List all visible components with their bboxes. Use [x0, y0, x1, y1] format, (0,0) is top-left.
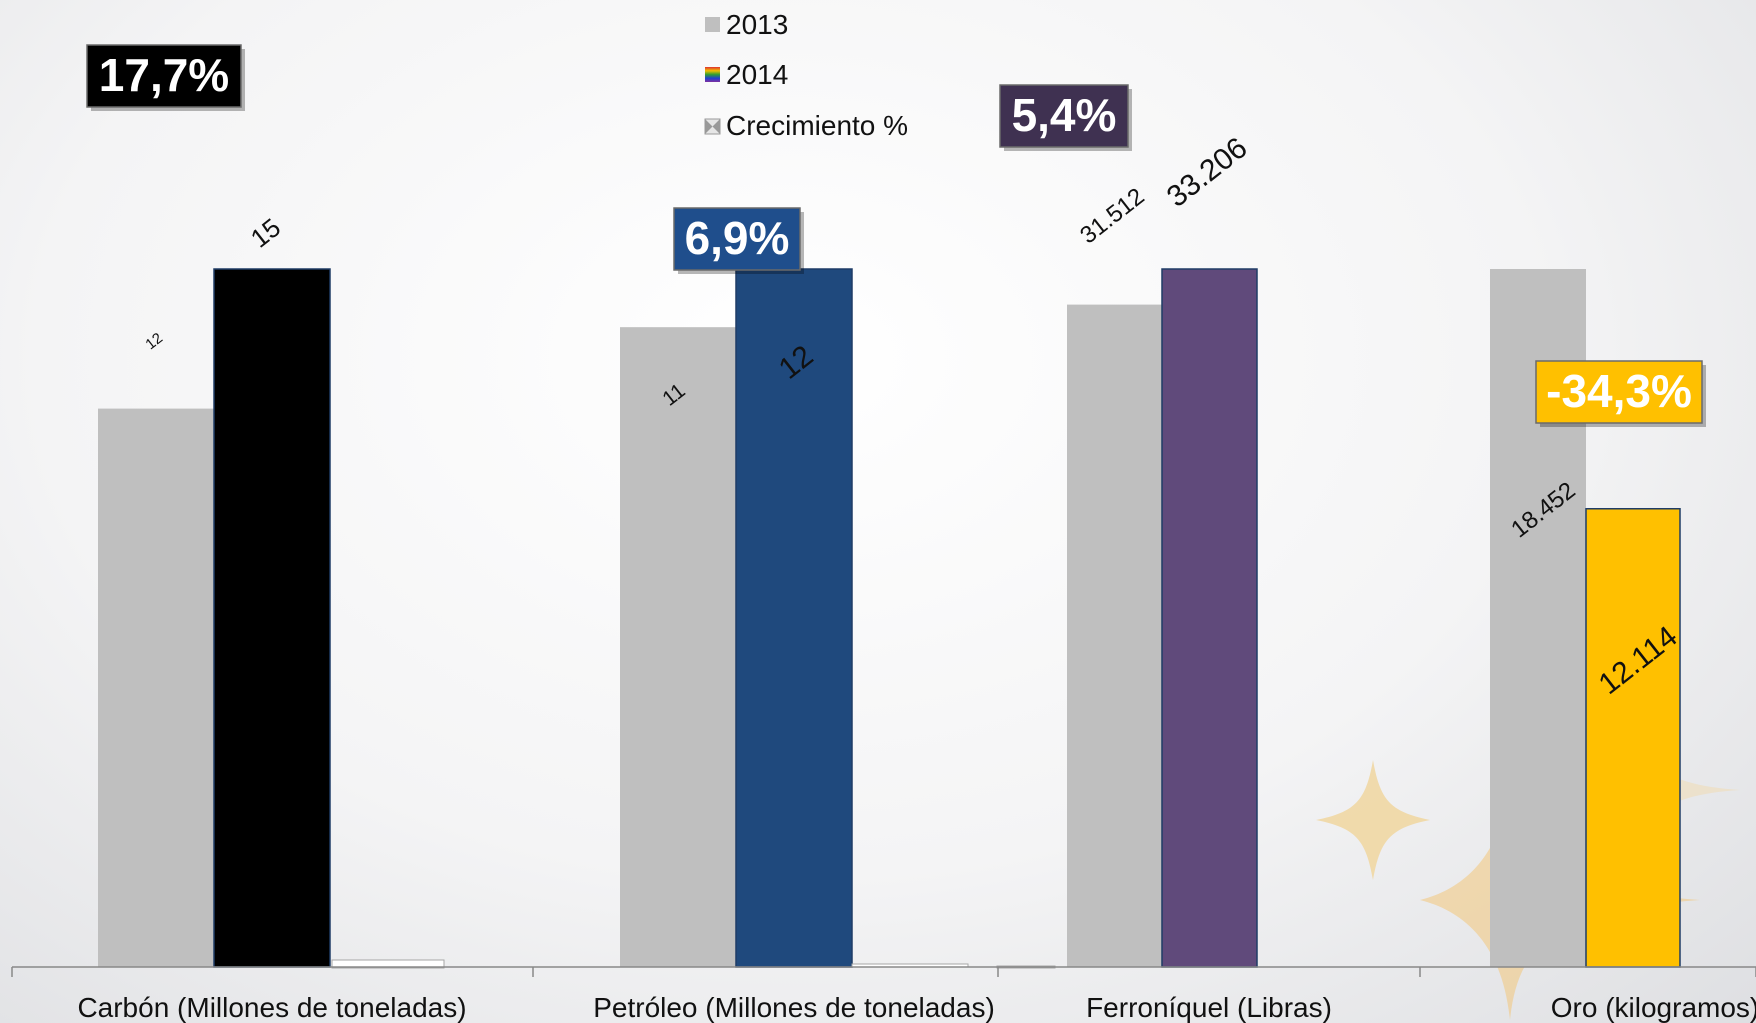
- growth-badge-label: 5,4%: [1012, 89, 1117, 141]
- x-axis-labels: Carbón (Millones de toneladas) Petróleo (…: [77, 992, 1756, 1023]
- bar-2013: [1067, 305, 1162, 967]
- growth-badge: 17,7%: [87, 45, 245, 111]
- growth-badge: 6,9%: [674, 208, 804, 274]
- legend-swatch-2014: [705, 67, 720, 82]
- value-label-2013: 31.512: [1075, 183, 1149, 249]
- legend-label-2014: 2014: [726, 59, 788, 90]
- growth-badge: -34,3%: [1536, 361, 1706, 427]
- growth-badge: 5,4%: [1000, 85, 1132, 151]
- bar-2013: [620, 327, 736, 967]
- category-label: Petróleo (Millones de toneladas): [593, 992, 995, 1023]
- legend-label-growth: Crecimiento %: [726, 110, 908, 141]
- growth-badge-label: 6,9%: [685, 212, 790, 264]
- legend: 2013 2014 Crecimiento %: [705, 9, 908, 141]
- value-label-2013: 12: [142, 330, 166, 354]
- legend-swatch-2013: [705, 17, 720, 32]
- growth-badge-label: -34,3%: [1546, 365, 1692, 417]
- growth-badge-label: 17,7%: [99, 49, 229, 101]
- category-label: Oro (kilogramos): [1551, 992, 1756, 1023]
- bar-2013: [98, 409, 214, 967]
- bars-group: [98, 269, 1680, 967]
- category-label: Ferroníquel (Libras): [1086, 992, 1332, 1023]
- legend-label-2013: 2013: [726, 9, 788, 40]
- legend-swatch-growth: [705, 119, 720, 134]
- x-axis-ticks: [12, 967, 1756, 977]
- bar-2014: [1162, 269, 1257, 967]
- value-label-2014: 33.206: [1161, 131, 1254, 214]
- value-label-2014: 15: [245, 212, 286, 253]
- bar-2014: [1586, 509, 1680, 967]
- category-label: Carbón (Millones de toneladas): [77, 992, 466, 1023]
- bar-2014: [214, 269, 330, 967]
